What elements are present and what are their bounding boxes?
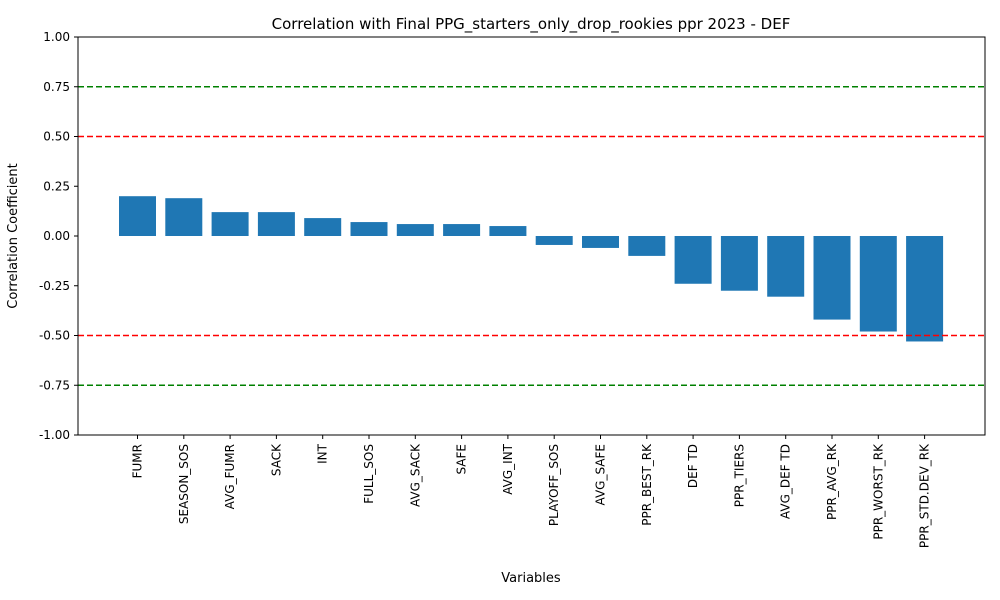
bar-fumr [119, 196, 156, 236]
y-tick-label: 0.00 [43, 229, 70, 243]
x-tick-label: FUMR [131, 444, 145, 478]
bar-avg-safe [582, 236, 619, 248]
bar-playoff-sos [535, 236, 573, 245]
x-tick-label: PPR_BEST_RK [640, 443, 654, 526]
x-tick-label: DEF TD [686, 444, 700, 488]
bar-full-sos [350, 222, 388, 236]
bar-ppr-avg-rk [813, 236, 851, 320]
x-tick-label: FULL_SOS [362, 444, 376, 504]
bar-ppr-best-rk [628, 236, 666, 256]
y-tick-label: -0.50 [39, 329, 70, 343]
bar-ppr-tiers [720, 236, 758, 291]
x-tick-label: AVG_FUMR [223, 444, 237, 509]
bar-avg-def-td [767, 236, 805, 297]
x-tick-label: SAFE [455, 444, 469, 475]
x-tick-label: SEASON_SOS [177, 444, 191, 524]
bar-ppr-worst-rk [859, 236, 897, 332]
x-tick-label: PPR_WORST_RK [871, 443, 885, 540]
bar-int [304, 218, 342, 236]
y-axis-label: Correlation Coefficient [6, 163, 21, 309]
plot-area: -1.00 -0.75 -0.50 -0.25 0.00 0.25 0.50 0.75 1.00… [39, 30, 986, 548]
y-tick-label: 0.75 [43, 80, 70, 94]
bar-avg-int [489, 226, 527, 236]
x-tick-label: PPR_STD.DEV_RK [918, 443, 932, 548]
x-tick-label: INT [316, 443, 330, 464]
y-tick-label: 0.50 [43, 130, 70, 144]
y-tick-label: 1.00 [43, 30, 70, 44]
x-tick-label: PPR_TIERS [732, 444, 746, 507]
y-tick-label: -0.75 [39, 378, 70, 392]
bar-avg-fumr [211, 212, 249, 236]
y-tick-label: -0.25 [39, 279, 70, 293]
bar-def-td [674, 236, 712, 284]
x-axis-label: Variables [501, 571, 561, 586]
y-tick-label: 0.25 [43, 179, 70, 193]
x-tick-label: AVG_SACK [408, 443, 422, 507]
x-tick-label: SACK [269, 443, 283, 476]
x-tick-label: PPR_AVG_RK [825, 443, 839, 520]
bar-avg-sack [396, 224, 434, 236]
bar-ppr-std-dev-rk [906, 236, 944, 342]
x-tick-label: AVG_SAFE [594, 444, 608, 505]
bar-season-sos [165, 198, 203, 236]
x-tick-label: AVG_DEF TD [779, 444, 793, 519]
y-tick-label: -1.00 [39, 428, 70, 442]
bar-safe [443, 224, 481, 236]
x-tick-label: PLAYOFF_SOS [547, 444, 561, 526]
x-tick-label: AVG_INT [501, 443, 515, 494]
bar-sack [257, 212, 295, 236]
chart-title: Correlation with Final PPG_starters_only… [272, 15, 791, 34]
